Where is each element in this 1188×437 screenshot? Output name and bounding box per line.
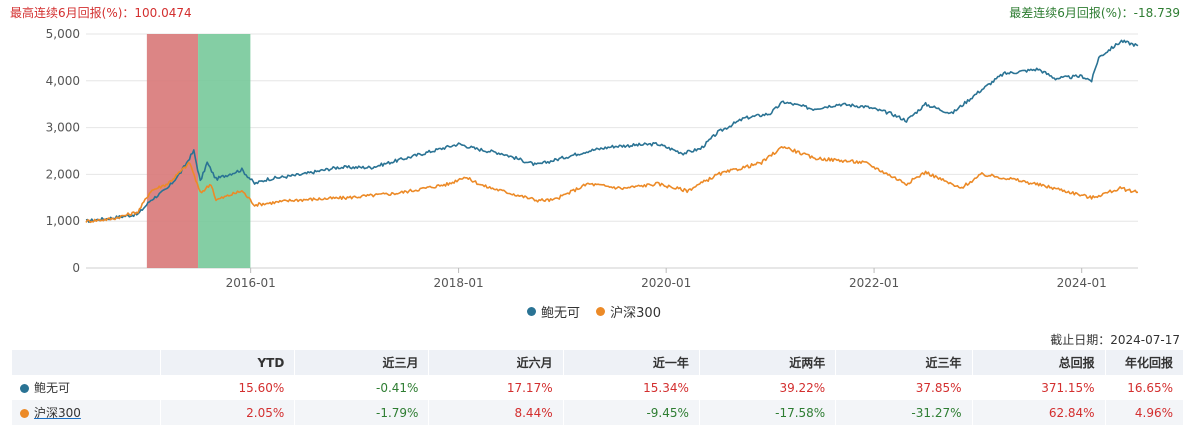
fund-dot-icon bbox=[20, 384, 29, 393]
row-name-fund[interactable]: 鲍无可 bbox=[12, 375, 162, 400]
best-return-band bbox=[146, 34, 199, 268]
index-total: 62.84% bbox=[972, 400, 1106, 425]
x-tick-label: 2018-01 bbox=[433, 276, 483, 290]
fund-3y: 37.85% bbox=[835, 375, 973, 400]
index-6m: 8.44% bbox=[428, 400, 564, 425]
table-row: 鲍无可 15.60% -0.41% 17.17% 15.34% 39.22% 3… bbox=[12, 375, 1185, 400]
legend-item-index[interactable]: 沪深300 bbox=[596, 302, 661, 321]
header-ytd: YTD bbox=[160, 350, 296, 375]
performance-table: YTD 近三月 近六月 近一年 近两年 近三年 总回报 年化回报 鲍无可 15.… bbox=[12, 350, 1185, 425]
header-1y: 近一年 bbox=[563, 350, 700, 375]
worst-return-band bbox=[198, 34, 251, 268]
header-name bbox=[12, 350, 162, 375]
header-3m: 近三月 bbox=[294, 350, 430, 375]
x-tick-label: 2020-01 bbox=[641, 276, 691, 290]
legend-item-fund[interactable]: 鲍无可 bbox=[527, 302, 580, 321]
fund-name: 鲍无可 bbox=[34, 381, 71, 395]
fund-3m: -0.41% bbox=[294, 375, 430, 400]
fund-annualized: 16.65% bbox=[1105, 375, 1185, 400]
chart-legend: 鲍无可 沪深300 bbox=[0, 302, 1188, 321]
y-tick-label: 2,000 bbox=[46, 167, 80, 181]
series-line-fund bbox=[85, 39, 1139, 223]
index-3m: -1.79% bbox=[294, 400, 430, 425]
legend-index-dot-icon bbox=[596, 307, 606, 316]
as-of-date: 截止日期：2024-07-17 bbox=[1050, 333, 1180, 347]
index-2y: -17.58% bbox=[699, 400, 837, 425]
x-tick-label: 2022-01 bbox=[849, 276, 899, 290]
y-tick-label: 3,000 bbox=[46, 121, 80, 135]
table-header-row: YTD 近三月 近六月 近一年 近两年 近三年 总回报 年化回报 bbox=[12, 350, 1185, 375]
legend-index-label: 沪深300 bbox=[610, 306, 661, 321]
fund-2y: 39.22% bbox=[699, 375, 837, 400]
header-3y: 近三年 bbox=[835, 350, 973, 375]
index-ytd: 2.05% bbox=[160, 400, 296, 425]
y-tick-label: 0 bbox=[72, 261, 80, 275]
fund-ytd: 15.60% bbox=[160, 375, 296, 400]
worst-6m-return-note: 最差连续6月回报(%)：-18.739 bbox=[1009, 6, 1180, 20]
performance-line-chart: 0 1,000 2,000 3,000 4,000 5,000 2016-01 2018-01… bbox=[46, 27, 1139, 290]
y-tick-label: 5,000 bbox=[46, 27, 80, 41]
header-annualized: 年化回报 bbox=[1105, 350, 1185, 375]
header-6m: 近六月 bbox=[428, 350, 564, 375]
header-total: 总回报 bbox=[972, 350, 1106, 375]
legend-fund-dot-icon bbox=[527, 307, 536, 316]
header-2y: 近两年 bbox=[699, 350, 837, 375]
fund-6m: 17.17% bbox=[428, 375, 564, 400]
best-6m-return-note: 最高连续6月回报(%)：100.0474 bbox=[10, 6, 192, 20]
fund-1y: 15.34% bbox=[563, 375, 700, 400]
row-name-index[interactable]: 沪深300 bbox=[12, 400, 162, 425]
index-annualized: 4.96% bbox=[1105, 400, 1185, 425]
x-tick-label: 2024-01 bbox=[1057, 276, 1107, 290]
legend-fund-label: 鲍无可 bbox=[541, 306, 581, 321]
index-3y: -31.27% bbox=[835, 400, 973, 425]
index-dot-icon bbox=[20, 409, 29, 418]
fund-total: 371.15% bbox=[972, 375, 1106, 400]
y-tick-label: 4,000 bbox=[46, 74, 80, 88]
x-tick-label: 2016-01 bbox=[226, 276, 276, 290]
index-1y: -9.45% bbox=[563, 400, 700, 425]
series-line-index bbox=[85, 146, 1139, 224]
table-row: 沪深300 2.05% -1.79% 8.44% -9.45% -17.58% … bbox=[12, 400, 1185, 425]
y-tick-label: 1,000 bbox=[46, 214, 80, 228]
index-name-link[interactable]: 沪深300 bbox=[34, 406, 81, 420]
